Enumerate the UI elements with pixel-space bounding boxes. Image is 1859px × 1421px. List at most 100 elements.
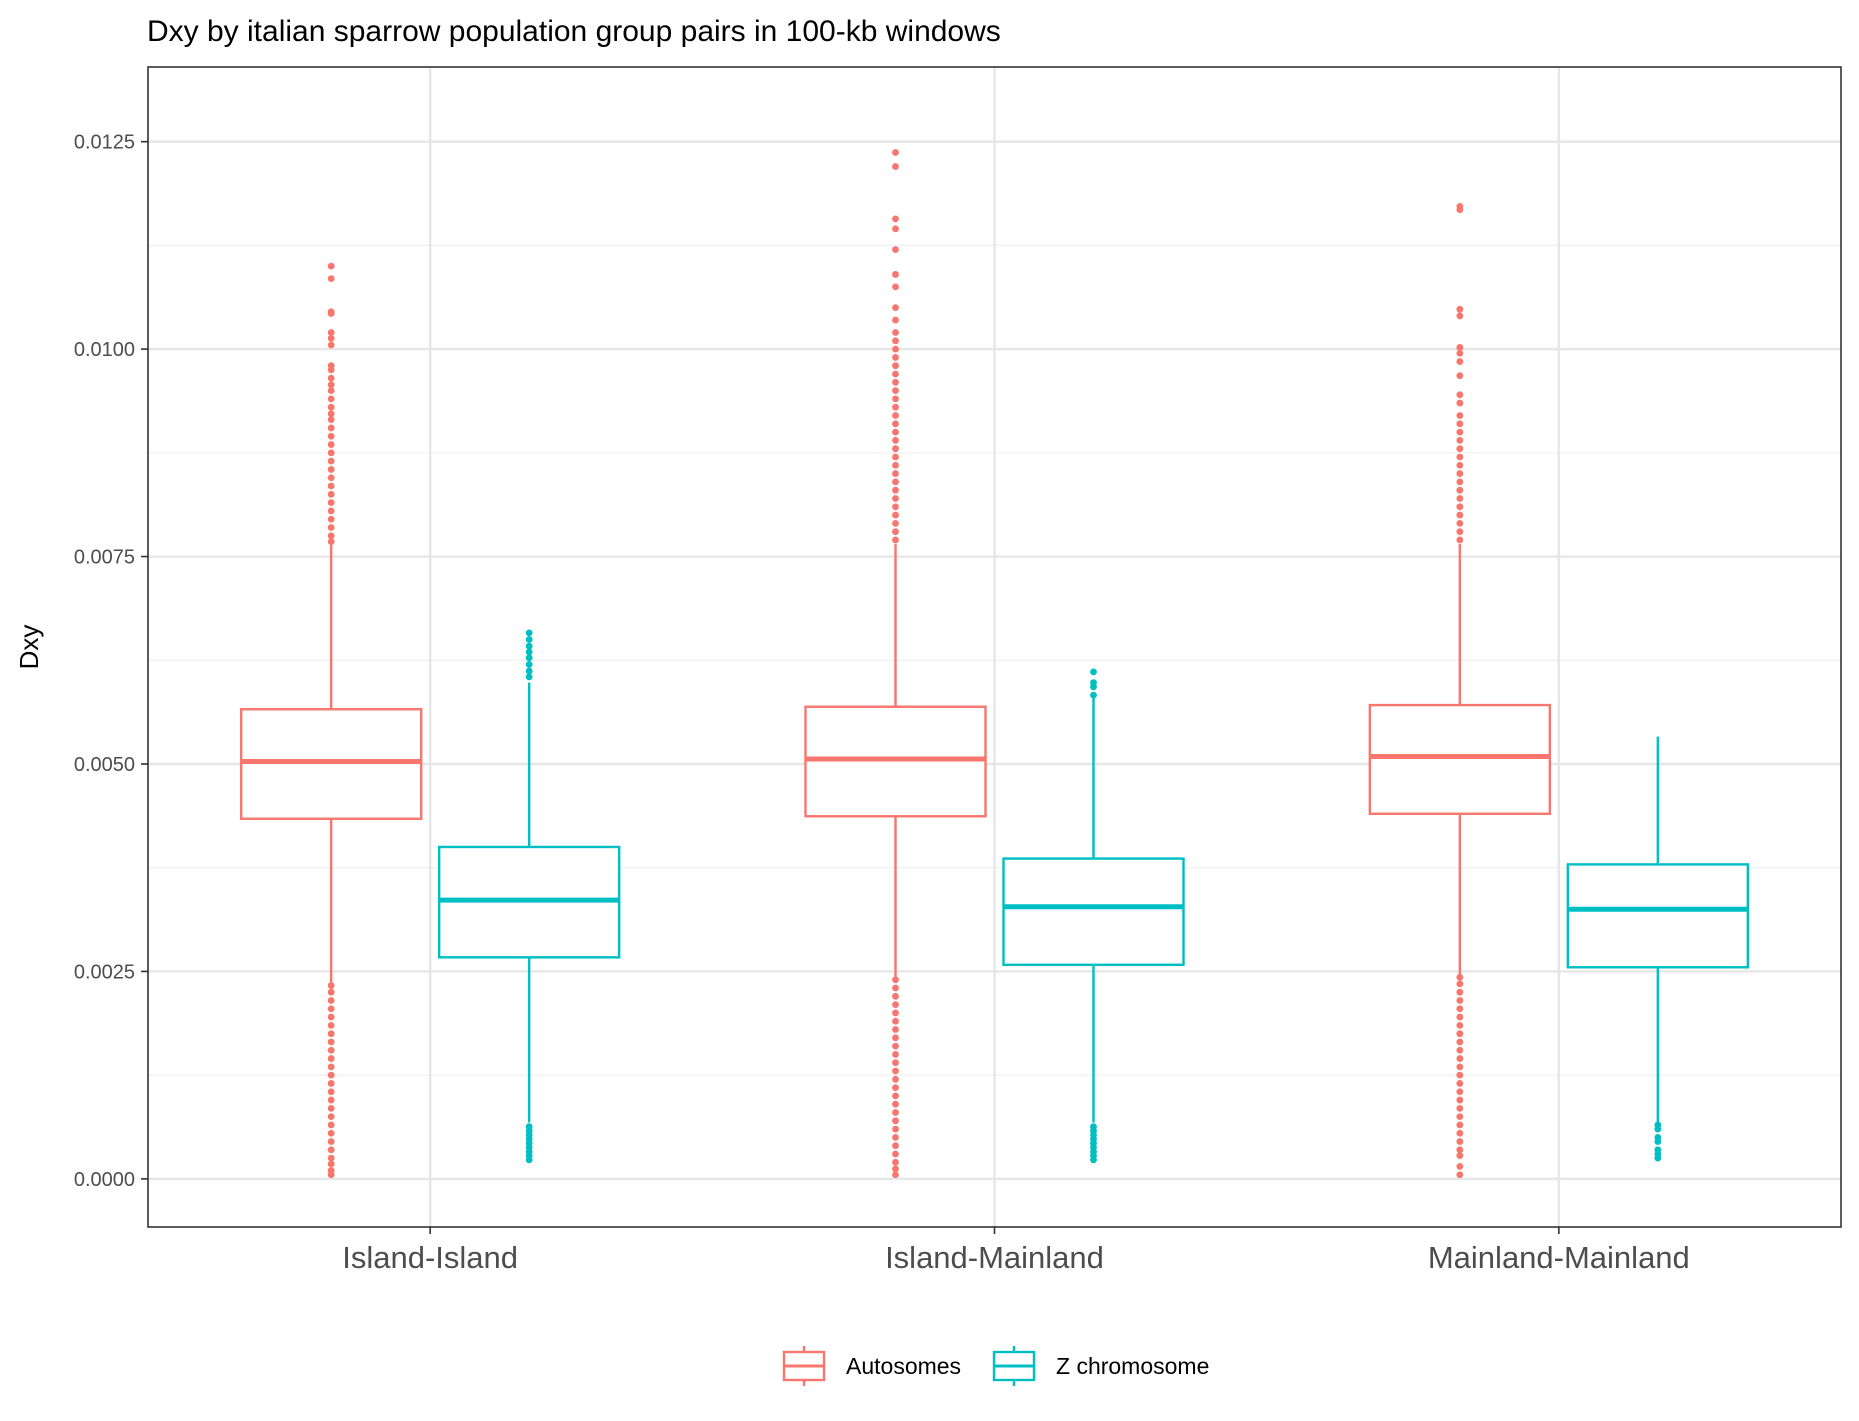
outlier-point — [327, 1104, 335, 1112]
outlier-point — [327, 275, 335, 282]
grid-lines — [148, 67, 1841, 1227]
outlier-point — [327, 1013, 335, 1021]
outlier-point — [892, 445, 899, 453]
outlier-point — [327, 988, 335, 996]
outlier-point — [525, 673, 533, 681]
legend-item-z-chromosome: Z chromosome — [992, 1346, 1209, 1386]
outlier-point — [892, 163, 899, 170]
outlier-point — [1456, 1013, 1464, 1021]
outlier-point — [525, 1156, 533, 1164]
outlier-point — [1456, 206, 1464, 214]
outlier-point — [1456, 1104, 1464, 1112]
outlier-point — [327, 1038, 335, 1046]
outlier-point — [327, 1055, 335, 1062]
legend-label: Autosomes — [846, 1353, 961, 1379]
outlier-point — [327, 381, 335, 389]
outlier-point — [1456, 495, 1464, 502]
x-tick-label: Island-Island — [342, 1240, 518, 1275]
outlier-point — [892, 984, 899, 992]
outlier-point — [1456, 1088, 1464, 1096]
outlier-point — [892, 403, 899, 411]
outlier-point — [892, 1067, 899, 1075]
outlier-point — [892, 283, 899, 291]
outlier-point — [1456, 1038, 1464, 1046]
outlier-point — [327, 1088, 335, 1096]
outlier-point — [1456, 1163, 1464, 1170]
outlier-point — [892, 149, 899, 156]
outlier-point — [327, 1129, 335, 1137]
outlier-point — [1654, 1138, 1662, 1145]
outlier-point — [1654, 1125, 1662, 1133]
outlier-point — [1456, 349, 1464, 357]
outlier-point — [892, 1017, 899, 1025]
outlier-point — [327, 457, 335, 465]
outlier-point — [1456, 1055, 1464, 1062]
box-autosomes-island-mainland — [804, 149, 987, 1179]
outlier-point — [327, 1063, 335, 1071]
box-z-chromosome-island-mainland — [1002, 668, 1185, 1164]
outlier-point — [327, 532, 335, 540]
outlier-point — [892, 420, 899, 428]
outlier-point — [1654, 1154, 1662, 1162]
boxes — [239, 149, 1750, 1179]
outlier-point — [327, 1071, 335, 1079]
outlier-point — [327, 1046, 335, 1054]
outlier-point — [1456, 973, 1464, 981]
outlier-point — [892, 453, 899, 461]
outlier-point — [327, 1021, 335, 1029]
box-iqr — [1566, 863, 1750, 969]
outlier-point — [1456, 519, 1464, 527]
outlier-point — [892, 461, 899, 469]
outlier-point — [1456, 486, 1464, 494]
chart-title: Dxy by italian sparrow population group … — [147, 15, 1001, 48]
y-tick-label: 0.0000 — [74, 1169, 135, 1191]
outlier-point — [892, 992, 899, 1000]
outlier-point — [892, 1100, 899, 1108]
outlier-point — [525, 629, 533, 637]
outlier-point — [892, 1109, 899, 1116]
outlier-point — [892, 519, 899, 527]
outlier-point — [327, 366, 335, 374]
outlier-point — [1456, 528, 1464, 536]
outlier-point — [327, 466, 335, 473]
outlier-point — [1090, 683, 1097, 691]
outlier-point — [1456, 1063, 1464, 1071]
outlier-point — [1090, 668, 1097, 676]
outlier-point — [892, 1125, 899, 1133]
outlier-point — [892, 1009, 899, 1017]
outlier-point — [327, 410, 335, 418]
outlier-point — [892, 1059, 899, 1067]
outlier-point — [892, 412, 899, 419]
outlier-point — [1456, 428, 1464, 436]
outlier-point — [892, 486, 899, 494]
outlier-point — [892, 495, 899, 502]
outlier-point — [1456, 1021, 1464, 1029]
outlier-point — [1456, 1171, 1464, 1179]
outlier-point — [327, 374, 335, 382]
outlier-point — [892, 1001, 899, 1009]
y-axis: 0.0000 0.0025 0.0050 0.0075 0.0100 0.0125 — [74, 132, 148, 1191]
outlier-point — [327, 1096, 335, 1104]
outlier-point — [892, 436, 899, 444]
outlier-point — [1456, 1121, 1464, 1129]
y-tick-label: 0.0050 — [74, 754, 135, 776]
outlier-point — [327, 538, 335, 546]
outlier-point — [892, 470, 899, 477]
y-tick-label: 0.0100 — [74, 339, 135, 361]
outlier-point — [327, 329, 335, 336]
outlier-point — [327, 474, 335, 482]
outlier-point — [327, 310, 335, 317]
legend-item-autosomes: Autosomes — [782, 1346, 961, 1386]
outlier-point — [327, 1030, 335, 1038]
y-tick-label: 0.0125 — [74, 132, 135, 154]
outlier-point — [327, 515, 335, 523]
outlier-point — [1456, 358, 1464, 365]
outlier-point — [892, 1042, 899, 1050]
box-autosomes-island-island — [239, 262, 423, 1179]
outlier-point — [892, 362, 899, 370]
outlier-point — [892, 528, 899, 536]
outlier-point — [1456, 503, 1464, 511]
outlier-point — [1456, 461, 1464, 469]
outlier-point — [892, 1171, 899, 1179]
